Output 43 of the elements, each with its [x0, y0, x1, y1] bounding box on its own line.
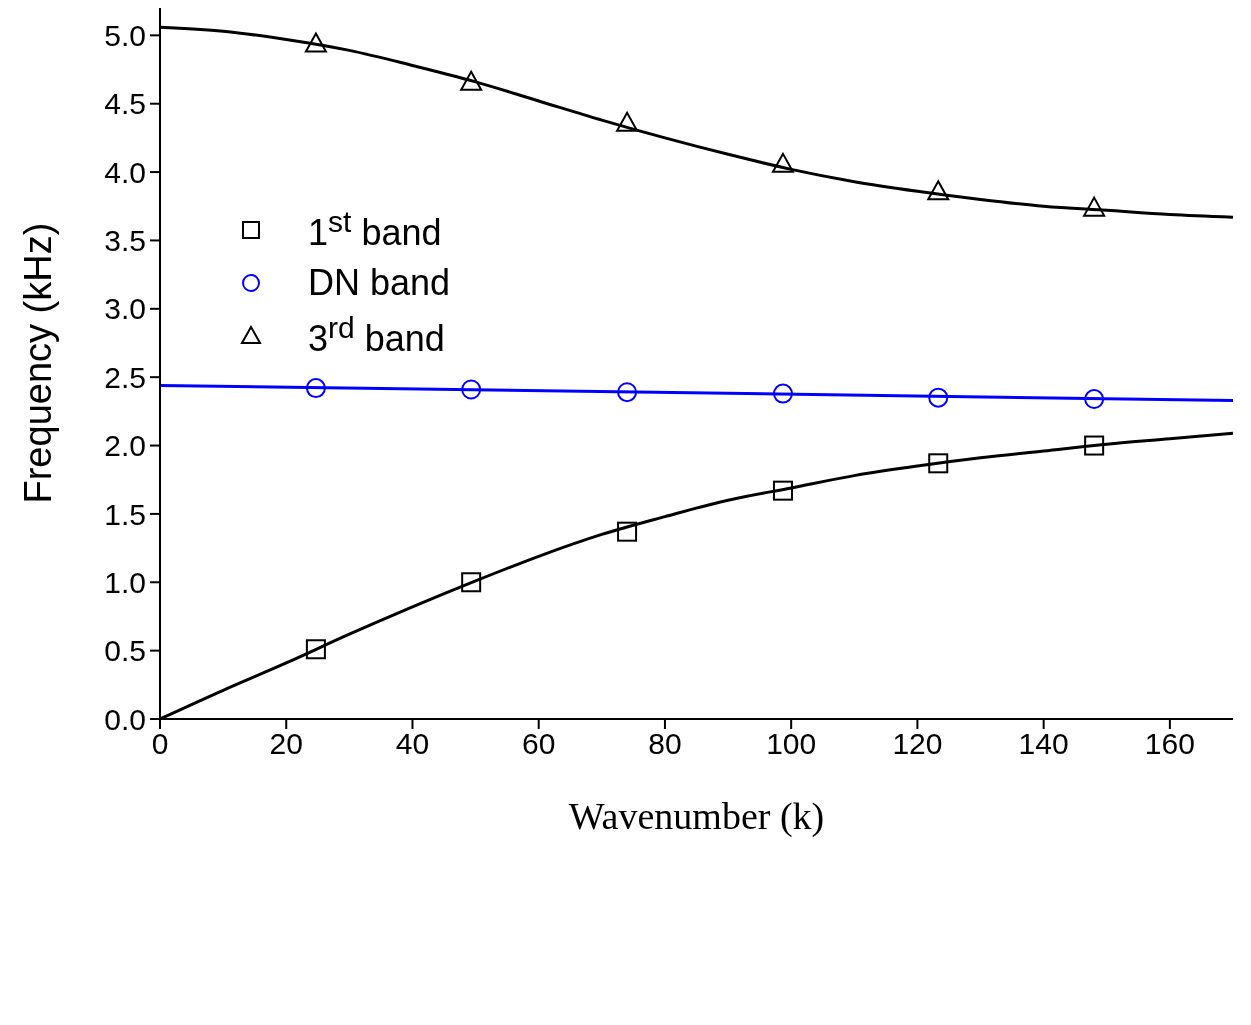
y-tick-label: 2.0: [104, 429, 146, 463]
legend-label: 1$^{st}$ band: [308, 205, 442, 254]
y-tick-label: 5.0: [104, 19, 146, 52]
y-tick-label: 3.0: [104, 292, 146, 326]
x-tick-label: 100: [766, 727, 817, 761]
point: [461, 572, 482, 593]
point: [771, 152, 794, 173]
point: [304, 32, 327, 53]
y-tick-label: 0.5: [104, 634, 146, 668]
y-tick-label: 1.0: [104, 565, 146, 599]
point: [1084, 389, 1105, 410]
point: [928, 387, 949, 408]
legend-label: DN band: [308, 261, 451, 304]
point: [461, 379, 482, 400]
point: [1084, 435, 1105, 456]
point: [305, 639, 326, 660]
x-tick-label: 80: [648, 727, 682, 761]
x-tick-label: 20: [269, 727, 303, 761]
point: [616, 111, 639, 132]
x-tick-label: 160: [1144, 727, 1195, 761]
x-tick-label: 140: [1018, 727, 1069, 761]
point: [927, 180, 950, 201]
x-tick-label: 60: [522, 727, 556, 761]
x-tick-label: 40: [395, 727, 430, 761]
point: [617, 382, 638, 403]
x-axis-title: Wavenumber (k): [568, 795, 825, 838]
y-tick-label: 1.5: [104, 497, 146, 531]
legend-label: 3$^{rd}$ band: [308, 311, 445, 360]
y-tick-label: 3.5: [104, 224, 146, 258]
point: [928, 453, 949, 474]
y-tick-label: 4.0: [104, 155, 146, 189]
point: [460, 70, 483, 91]
y-tick-label: 4.5: [104, 87, 146, 121]
point: [1083, 196, 1106, 217]
point: [617, 521, 638, 542]
point: [305, 378, 326, 399]
x-tick-label: 0: [151, 727, 169, 761]
y-axis-title: Frequency (kHz): [17, 222, 60, 504]
y-tick-label: 0.0: [104, 702, 146, 736]
y-tick-label: 2.5: [104, 360, 146, 394]
x-tick-label: 120: [892, 727, 943, 761]
point: [772, 383, 793, 404]
point: [772, 480, 793, 501]
